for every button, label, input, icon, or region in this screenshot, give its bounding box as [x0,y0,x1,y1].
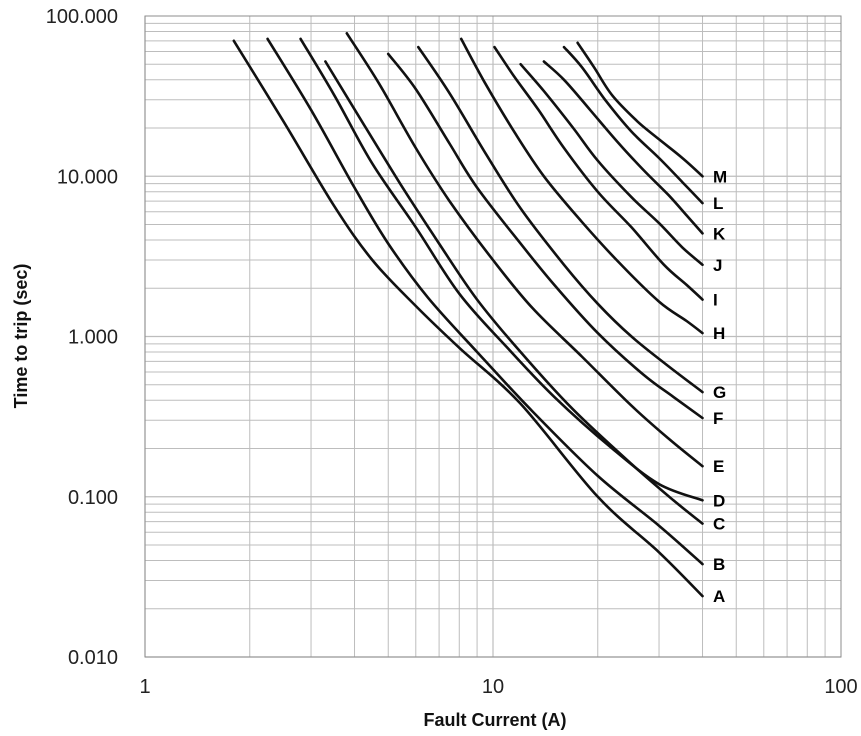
y-tick-label: 100.000 [46,6,118,28]
curve-i [493,45,704,301]
curve-b [266,37,704,566]
x-tick-label: 100 [824,676,857,698]
y-tick-label: 1.000 [68,327,118,349]
y-tick-label: 0.100 [68,487,118,509]
curve-label-g: G [713,383,726,402]
x-tick-labels: 1 10 100 [139,676,857,698]
plot-area-frame [144,15,842,658]
curve-label-j: J [713,256,722,275]
curve-label-h: H [713,324,725,343]
x-tick-label: 1 [139,676,150,698]
curve-label-d: D [713,491,725,510]
x-axis-title: Fault Current (A) [424,710,567,730]
curve-label-m: M [713,167,727,186]
curve-a [232,39,704,598]
curve-e [345,31,704,468]
curve-j [519,62,704,267]
curve-label-a: A [713,587,725,606]
x-tick-label: 10 [482,676,504,698]
y-tick-label: 10.000 [57,166,118,188]
curve-m [576,41,704,178]
curve-label-i: I [713,291,718,310]
y-tick-labels: 100.000 10.000 1.000 0.100 0.010 [46,6,118,669]
curve-label-b: B [713,555,725,574]
curve-d [299,37,704,502]
curve-label-e: E [713,457,724,476]
curve-h [459,37,704,335]
curve-label-c: C [713,515,725,534]
y-axis-title: Time to trip (sec) [11,264,31,409]
gridlines [144,16,841,658]
curve-f [386,52,704,420]
curve-label-f: F [713,409,723,428]
curve-g [417,45,704,394]
curve-c [324,60,704,525]
curve-label-k: K [713,224,726,243]
y-tick-label: 0.010 [68,647,118,669]
curve-label-l: L [713,194,723,213]
curve-l [562,45,704,205]
trip-curves [232,31,704,598]
curve-k [542,60,704,235]
